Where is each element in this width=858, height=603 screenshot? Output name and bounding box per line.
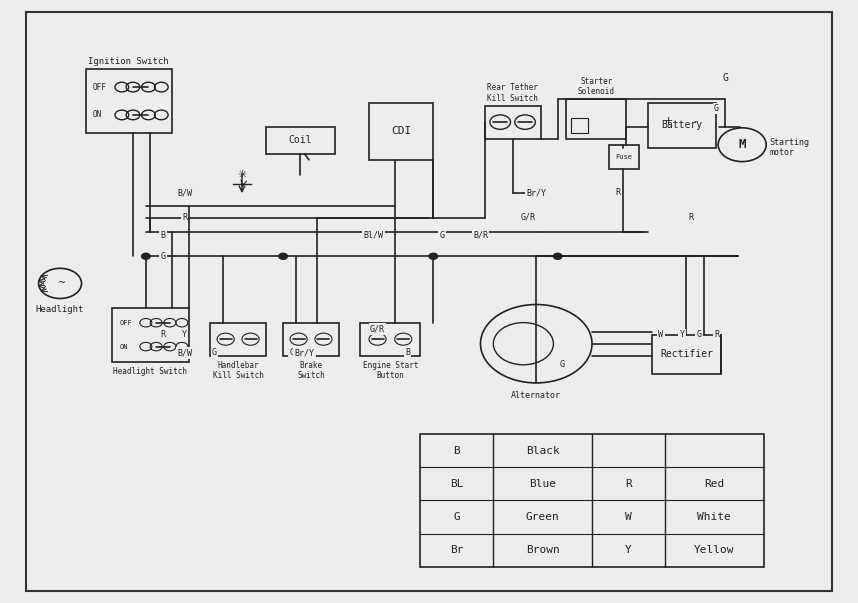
- Text: Br/Y: Br/Y: [526, 189, 547, 197]
- Text: Y: Y: [680, 330, 685, 339]
- Circle shape: [279, 253, 287, 259]
- Text: OFF: OFF: [93, 83, 106, 92]
- Text: R: R: [688, 213, 693, 221]
- Text: W: W: [625, 512, 631, 522]
- Text: Br/Y: Br/Y: [294, 349, 315, 357]
- Text: R: R: [182, 213, 187, 221]
- Text: G: G: [160, 252, 166, 260]
- Text: M: M: [739, 138, 746, 151]
- Text: Brown: Brown: [526, 545, 559, 555]
- Text: Y: Y: [182, 330, 187, 339]
- Text: Battery: Battery: [662, 120, 703, 130]
- Bar: [283, 323, 339, 356]
- Bar: [86, 69, 172, 133]
- Text: G: G: [454, 512, 460, 522]
- Text: White: White: [698, 512, 731, 522]
- Bar: [369, 103, 433, 160]
- Text: ON: ON: [120, 344, 129, 350]
- Text: Blue: Blue: [529, 479, 556, 489]
- Text: G: G: [722, 74, 728, 83]
- Text: B: B: [160, 231, 166, 239]
- Text: Headlight: Headlight: [36, 305, 84, 314]
- Text: W: W: [658, 330, 663, 339]
- Text: Green: Green: [526, 512, 559, 522]
- Text: -: -: [694, 116, 698, 125]
- Text: CDI: CDI: [391, 126, 411, 136]
- Text: ~: ~: [57, 279, 66, 288]
- Text: Br: Br: [450, 545, 463, 555]
- Bar: [648, 103, 716, 148]
- Text: G/R: G/R: [370, 324, 385, 333]
- Text: B/R: B/R: [473, 231, 488, 239]
- Text: Black: Black: [526, 446, 559, 456]
- Text: BL: BL: [450, 479, 463, 489]
- Text: G: G: [697, 330, 702, 339]
- Bar: [571, 118, 588, 133]
- Text: Y: Y: [625, 545, 631, 555]
- Text: Yellow: Yellow: [694, 545, 734, 555]
- Bar: [360, 323, 420, 356]
- Text: R: R: [625, 479, 631, 489]
- Bar: [266, 127, 335, 154]
- Bar: [420, 434, 764, 567]
- Text: Alternator: Alternator: [511, 391, 561, 400]
- Text: G: G: [212, 349, 217, 357]
- Text: ✳: ✳: [238, 170, 246, 180]
- Text: Starter
Solenoid: Starter Solenoid: [577, 77, 615, 96]
- Text: Red: Red: [704, 479, 724, 489]
- Text: Engine Start
Button: Engine Start Button: [363, 361, 418, 380]
- Text: Handlebar
Kill Switch: Handlebar Kill Switch: [213, 361, 263, 380]
- Circle shape: [429, 253, 438, 259]
- Text: Coil: Coil: [288, 135, 312, 145]
- Text: ON: ON: [93, 110, 102, 119]
- Text: Headlight Switch: Headlight Switch: [113, 367, 187, 376]
- Circle shape: [142, 253, 150, 259]
- Text: R: R: [714, 330, 719, 339]
- Bar: [652, 335, 721, 374]
- Text: G: G: [559, 361, 565, 369]
- Text: B/W: B/W: [177, 189, 192, 197]
- Text: B: B: [405, 349, 410, 357]
- Text: Rear Tether
Kill Switch: Rear Tether Kill Switch: [487, 83, 538, 103]
- Text: Rectifier: Rectifier: [660, 349, 713, 359]
- Text: G/R: G/R: [520, 213, 535, 221]
- Text: G: G: [714, 104, 719, 113]
- Text: B: B: [454, 446, 460, 456]
- Text: G: G: [289, 349, 294, 357]
- Bar: [566, 99, 626, 139]
- Text: G: G: [439, 231, 444, 239]
- Text: Brake
Switch: Brake Switch: [297, 361, 325, 380]
- Text: Starting
motor: Starting motor: [770, 138, 810, 157]
- Bar: [609, 145, 639, 169]
- Bar: [112, 308, 189, 362]
- Text: OFF: OFF: [120, 320, 133, 326]
- Text: +: +: [664, 116, 673, 125]
- Bar: [485, 106, 541, 139]
- Text: R: R: [615, 189, 620, 197]
- Bar: [210, 323, 266, 356]
- Text: R: R: [160, 330, 166, 339]
- Circle shape: [553, 253, 562, 259]
- Text: Fuse: Fuse: [616, 154, 632, 160]
- Text: Bl/W: Bl/W: [363, 231, 384, 239]
- Text: B/W: B/W: [177, 349, 192, 357]
- Text: Ignition Switch: Ignition Switch: [88, 57, 169, 66]
